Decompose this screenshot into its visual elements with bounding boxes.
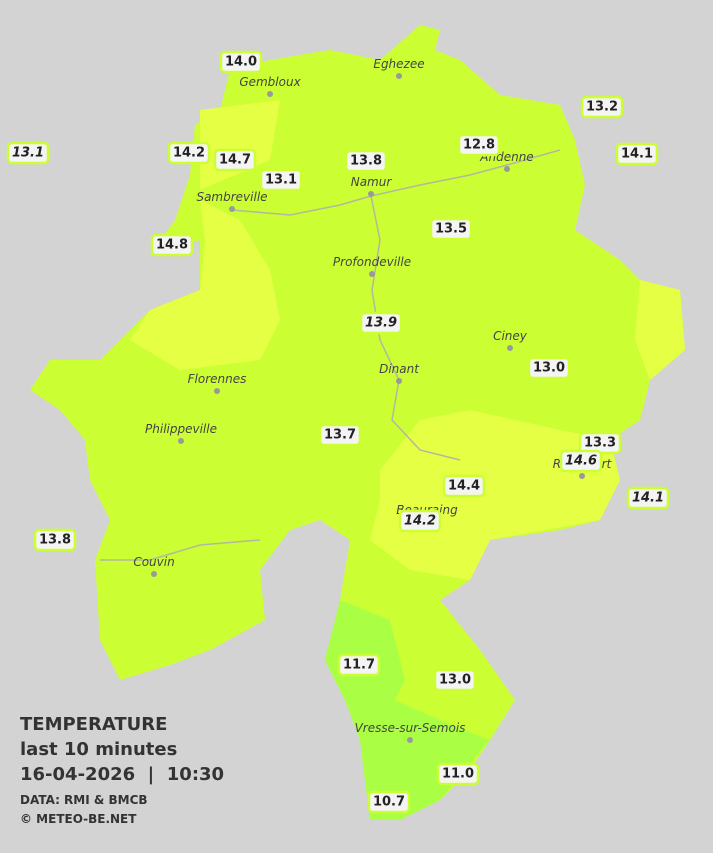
station-temperature: 13.0 — [533, 361, 565, 376]
city-name: Ciney — [493, 329, 528, 343]
station-temperature: 11.7 — [343, 658, 375, 673]
station-box — [150, 233, 194, 257]
legend-source: DATA: RMI & BMCB — [20, 793, 148, 807]
station-box — [337, 653, 381, 677]
warm-zone — [635, 280, 685, 380]
station-temperature: 14.0 — [225, 55, 257, 70]
station-box — [457, 133, 501, 157]
city-name: Eghezee — [373, 57, 424, 71]
station-temperature: 14.1 — [621, 147, 653, 162]
station-temperature: 13.8 — [39, 533, 71, 548]
station-box — [527, 356, 571, 380]
station-box — [626, 486, 670, 510]
station-box — [559, 449, 603, 473]
legend-period: last 10 minutes — [20, 739, 177, 760]
river — [100, 539, 261, 561]
station-temperature: 10.7 — [373, 795, 405, 810]
station-box — [219, 50, 263, 74]
station-temperature: 11.0 — [442, 767, 474, 782]
station-temperature: 14.2 — [173, 146, 205, 161]
city-name: Gembloux — [239, 75, 301, 89]
station-box — [318, 423, 362, 447]
station-box — [429, 217, 473, 241]
station-box — [436, 762, 480, 786]
station-box — [213, 148, 257, 172]
station-temperature: 14.6 — [565, 454, 597, 469]
city-dot — [579, 473, 585, 479]
station-box — [433, 668, 477, 692]
city-dot — [396, 378, 402, 384]
legend-timestamp: 16-04-2026 | 10:30 — [20, 764, 224, 785]
station-temperature: 14.4 — [448, 479, 480, 494]
station-temperature: 13.7 — [324, 428, 356, 443]
river — [370, 195, 461, 461]
station-box — [615, 142, 659, 166]
city-name: Dinant — [379, 362, 420, 376]
station-temperature: 14.7 — [219, 153, 251, 168]
city-name: Namur — [351, 175, 393, 189]
station-temperature: 13.8 — [350, 154, 382, 169]
station-box — [167, 141, 211, 165]
station-box — [259, 168, 303, 192]
station-temperature: 14.8 — [156, 238, 188, 253]
legend: TEMPERATURE last 10 minutes 16-04-2026 |… — [20, 714, 224, 826]
city-dot — [178, 438, 184, 444]
station-box — [33, 528, 77, 552]
city-name: Philippeville — [145, 422, 217, 436]
station-temperature: 12.8 — [463, 138, 495, 153]
station-box — [6, 141, 50, 165]
legend-copyright: © METEO-BE.NET — [20, 812, 137, 826]
station-temperature: 13.1 — [12, 146, 44, 161]
city-dot — [396, 73, 402, 79]
warm-zone — [130, 200, 280, 370]
station-temperature: 14.2 — [404, 514, 436, 529]
city-dot — [368, 191, 374, 197]
station-temperature: 13.5 — [435, 222, 467, 237]
city-name: Vresse-sur-Semois — [355, 721, 466, 735]
station-temperature: 13.2 — [586, 100, 618, 115]
station-box — [367, 790, 411, 814]
station-box — [398, 509, 442, 533]
station-box — [580, 95, 624, 119]
province — [30, 25, 685, 820]
city-dot — [504, 166, 510, 172]
city-dot — [507, 345, 513, 351]
city-name: Couvin — [133, 555, 174, 569]
station-temperature: 13.3 — [584, 436, 616, 451]
river — [231, 149, 561, 216]
city-name: Sambreville — [196, 190, 267, 204]
station-box — [359, 311, 403, 335]
city-dot — [151, 571, 157, 577]
legend-title: TEMPERATURE — [20, 714, 167, 735]
station-temperature: 13.1 — [265, 173, 297, 188]
city-dot — [229, 206, 235, 212]
station-box — [442, 474, 486, 498]
station-temperature: 13.0 — [439, 673, 471, 688]
station-box — [344, 149, 388, 173]
city-dot — [267, 91, 273, 97]
station-temperature: 14.1 — [632, 491, 664, 506]
city-dot — [407, 737, 413, 743]
city-dot — [369, 271, 375, 277]
city-dot — [214, 388, 220, 394]
station-temperature: 13.9 — [365, 316, 397, 331]
city-name: Florennes — [188, 372, 247, 386]
city-name: Profondeville — [333, 255, 411, 269]
